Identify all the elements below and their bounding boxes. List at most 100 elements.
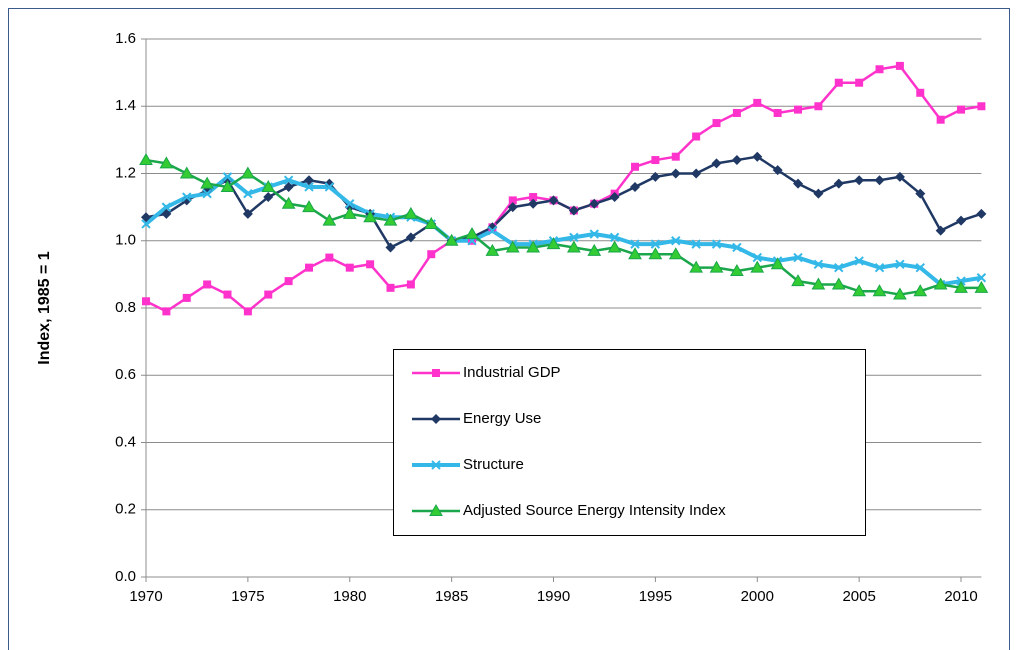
series-line [145, 155, 982, 249]
marker-diamond [833, 178, 844, 189]
marker-triangle [730, 264, 744, 277]
y-tick-label: 0.6 [115, 366, 136, 383]
marker-diamond [589, 198, 600, 209]
marker-diamond [854, 175, 865, 186]
marker-triangle [893, 287, 907, 300]
marker-diamond [793, 178, 804, 189]
legend-label: Energy Use [463, 410, 541, 427]
marker-triangle [709, 260, 724, 273]
marker-square [223, 290, 232, 299]
marker-diamond [691, 168, 702, 179]
marker-triangle [668, 247, 683, 260]
marker-square [671, 152, 680, 161]
marker-square [631, 162, 640, 171]
marker-x [834, 262, 844, 273]
marker-x [431, 460, 441, 470]
x-tick-label: 1970 [129, 588, 162, 605]
marker-diamond [548, 195, 559, 206]
marker-diamond [507, 202, 518, 213]
y-tick-label: 1.2 [115, 164, 136, 181]
marker-triangle [429, 503, 443, 516]
marker-x [487, 225, 498, 236]
marker-triangle [811, 277, 826, 290]
marker-triangle [363, 210, 377, 223]
marker-diamond [324, 178, 335, 189]
y-tick-label: 0.0 [115, 568, 136, 585]
marker-square [432, 369, 440, 377]
marker-x [324, 182, 335, 192]
marker-triangle [933, 277, 948, 290]
marker-triangle [179, 166, 194, 179]
marker-triangle [241, 166, 255, 179]
marker-triangle [831, 277, 846, 290]
marker-square [916, 88, 925, 97]
marker-square [855, 78, 864, 87]
marker-triangle [689, 260, 704, 273]
legend-box [393, 349, 866, 536]
marker-x [182, 192, 192, 202]
marker-triangle [383, 213, 398, 226]
marker-diamond [242, 208, 253, 219]
marker-x [915, 262, 925, 273]
marker-x [711, 239, 722, 249]
marker-diamond [670, 168, 681, 179]
y-tick-label: 0.4 [115, 433, 136, 450]
marker-x [141, 219, 151, 229]
marker-x [161, 202, 172, 212]
marker-triangle [281, 196, 296, 209]
marker-diamond [487, 222, 498, 233]
marker-square [936, 115, 945, 124]
y-tick-label: 1.0 [115, 232, 136, 249]
marker-x [630, 239, 640, 249]
marker-diamond [976, 208, 987, 219]
marker-diamond [874, 175, 885, 186]
marker-diamond [528, 198, 539, 209]
y-tick-label: 0.8 [115, 299, 136, 316]
marker-triangle [791, 274, 805, 287]
marker-x [202, 188, 212, 199]
marker-square [366, 260, 375, 269]
marker-square [732, 108, 741, 117]
marker-square [977, 102, 986, 111]
marker-triangle [607, 240, 622, 253]
marker-diamond [752, 151, 763, 162]
marker-x [650, 239, 661, 249]
marker-x [283, 175, 294, 185]
marker-square [305, 263, 314, 272]
marker-x [793, 252, 803, 263]
marker-triangle [302, 200, 316, 213]
x-tick-label: 1975 [231, 588, 264, 605]
series-line [144, 174, 982, 287]
marker-square [529, 193, 538, 202]
marker-triangle [220, 179, 235, 192]
marker-x [691, 239, 701, 249]
marker-triangle [424, 216, 439, 229]
marker-square [345, 263, 354, 272]
legend-label: Structure [463, 456, 524, 473]
marker-square [142, 297, 150, 306]
marker-triangle [404, 206, 418, 219]
marker-triangle [954, 280, 968, 293]
marker-square [203, 280, 212, 289]
marker-x [589, 229, 599, 239]
marker-square [508, 196, 517, 205]
marker-square [895, 61, 904, 70]
marker-x [243, 188, 253, 199]
marker-diamond [894, 171, 905, 182]
marker-x [813, 259, 824, 269]
marker-triangle [648, 247, 663, 260]
marker-square [794, 105, 803, 114]
marker-triangle [342, 206, 357, 219]
marker-diamond [405, 232, 416, 243]
legend-label: Adjusted Source Energy Intensity Index [463, 502, 726, 519]
marker-square [243, 307, 252, 316]
marker-diamond [935, 225, 946, 236]
marker-triangle [526, 240, 540, 253]
marker-diamond [813, 188, 824, 199]
marker-diamond [956, 215, 967, 226]
marker-triangle [974, 280, 989, 293]
marker-triangle [139, 153, 153, 166]
x-tick-label: 2005 [842, 588, 875, 605]
marker-triangle [750, 260, 765, 273]
marker-triangle [200, 176, 214, 189]
